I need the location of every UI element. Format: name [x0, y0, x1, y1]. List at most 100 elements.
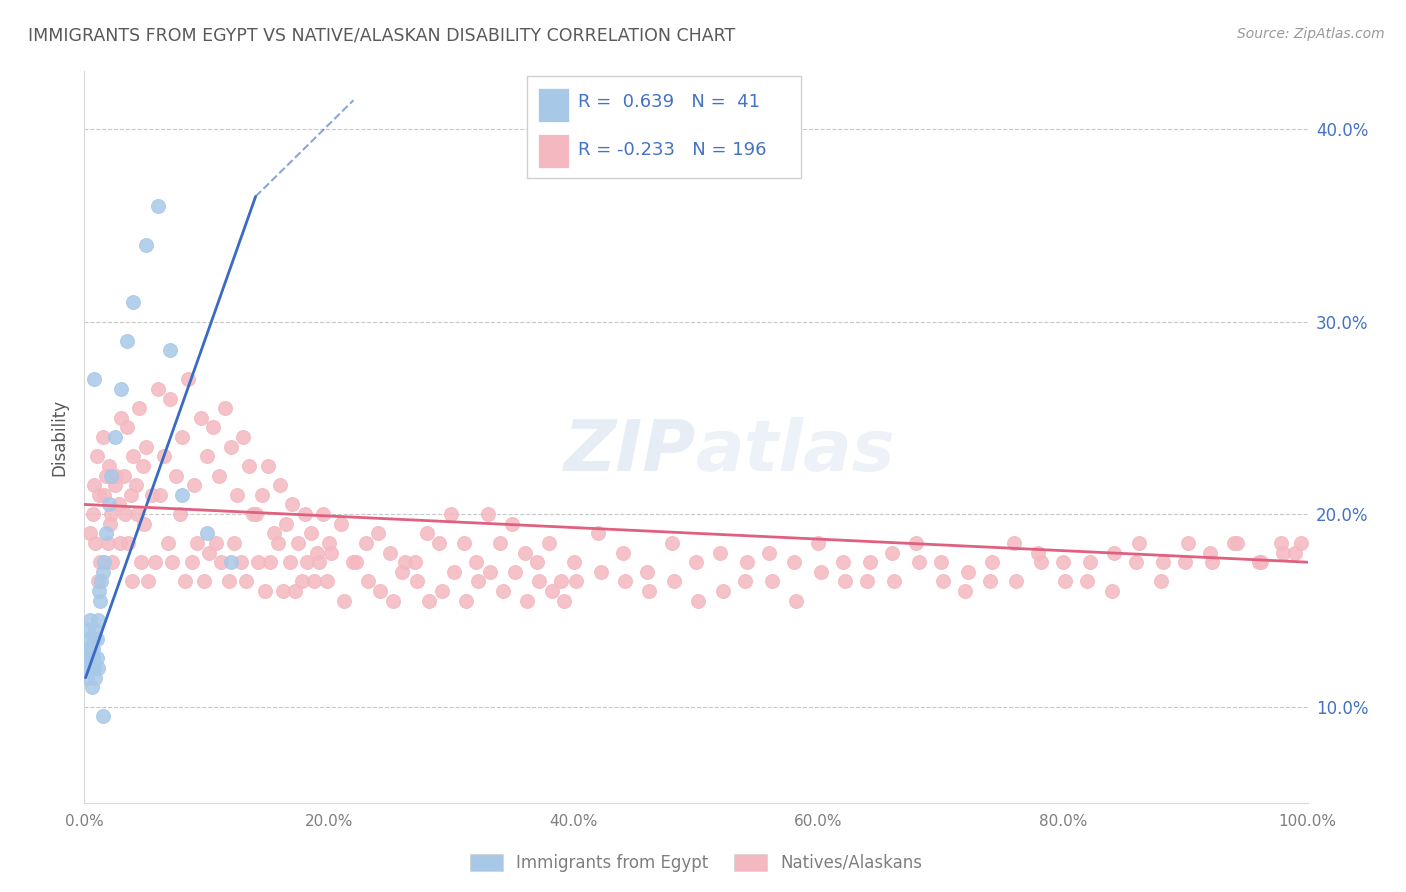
Point: [1291, 536, 1313, 550]
Point: [810, 565, 832, 579]
Point: [114, 507, 136, 521]
Point: [453, 536, 475, 550]
Point: [709, 545, 731, 559]
Point: [80, 661, 103, 675]
Point: [132, 458, 155, 473]
Point: [149, 488, 172, 502]
Point: [330, 516, 353, 531]
Point: [344, 555, 367, 569]
Point: [661, 536, 683, 550]
Point: [122, 450, 145, 464]
Point: [115, 420, 138, 434]
Point: [136, 574, 159, 589]
Point: [104, 430, 127, 444]
Point: [1028, 545, 1050, 559]
Point: [1198, 545, 1220, 559]
Point: [91, 430, 114, 444]
Point: [304, 574, 326, 589]
Point: [87, 613, 110, 627]
Point: [146, 382, 169, 396]
Point: [1128, 536, 1150, 550]
Point: [121, 574, 143, 589]
Point: [87, 584, 110, 599]
Point: [129, 555, 152, 569]
Point: [299, 526, 322, 541]
Point: [89, 593, 111, 607]
Point: [427, 536, 450, 550]
Point: [562, 555, 585, 569]
Point: [711, 584, 734, 599]
Point: [143, 555, 166, 569]
Point: [565, 574, 588, 589]
Point: [112, 468, 135, 483]
Point: [159, 343, 181, 358]
Point: [758, 545, 780, 559]
Point: [219, 555, 242, 569]
Point: [734, 574, 756, 589]
Point: [357, 574, 380, 589]
Point: [141, 488, 163, 502]
Point: [785, 593, 807, 607]
Point: [83, 632, 105, 647]
Point: [108, 536, 131, 550]
Point: [205, 536, 228, 550]
Point: [1150, 574, 1173, 589]
Point: [856, 574, 879, 589]
Point: [430, 584, 453, 599]
Point: [266, 536, 288, 550]
Point: [84, 623, 107, 637]
Point: [492, 584, 515, 599]
Point: [245, 507, 267, 521]
Point: [586, 526, 609, 541]
Point: [101, 555, 124, 569]
Point: [98, 516, 121, 531]
Point: [193, 574, 215, 589]
Point: [502, 516, 524, 531]
Point: [1247, 555, 1270, 569]
Point: [104, 478, 127, 492]
Point: [1101, 584, 1123, 599]
Point: [1177, 536, 1199, 550]
Point: [783, 555, 806, 569]
Point: [454, 593, 477, 607]
Point: [406, 574, 429, 589]
Point: [190, 410, 212, 425]
Point: [308, 555, 330, 569]
Point: [1076, 574, 1098, 589]
Point: [76, 671, 98, 685]
Point: [489, 536, 512, 550]
Text: R = -0.233   N = 196: R = -0.233 N = 196: [578, 141, 766, 159]
Point: [1174, 555, 1197, 569]
Point: [271, 584, 294, 599]
Point: [276, 516, 298, 531]
Point: [87, 574, 110, 589]
Point: [1201, 555, 1223, 569]
Point: [115, 334, 138, 348]
Point: [117, 536, 139, 550]
Point: [83, 478, 105, 492]
Point: [1223, 536, 1246, 550]
Point: [120, 488, 142, 502]
Point: [761, 574, 783, 589]
Point: [153, 450, 176, 464]
Point: [84, 671, 107, 685]
Point: [105, 468, 128, 483]
Point: [269, 478, 291, 492]
Point: [125, 507, 148, 521]
Point: [165, 468, 187, 483]
Point: [332, 593, 354, 607]
Point: [859, 555, 882, 569]
Point: [737, 555, 759, 569]
Point: [82, 641, 104, 656]
Point: [135, 440, 157, 454]
Point: [612, 545, 634, 559]
Point: [80, 681, 103, 695]
Point: [589, 565, 612, 579]
Point: [125, 478, 148, 492]
Point: [146, 199, 169, 213]
Point: [83, 661, 105, 675]
Point: [77, 623, 100, 637]
Point: [208, 468, 231, 483]
Point: [1029, 555, 1052, 569]
Point: [287, 536, 309, 550]
